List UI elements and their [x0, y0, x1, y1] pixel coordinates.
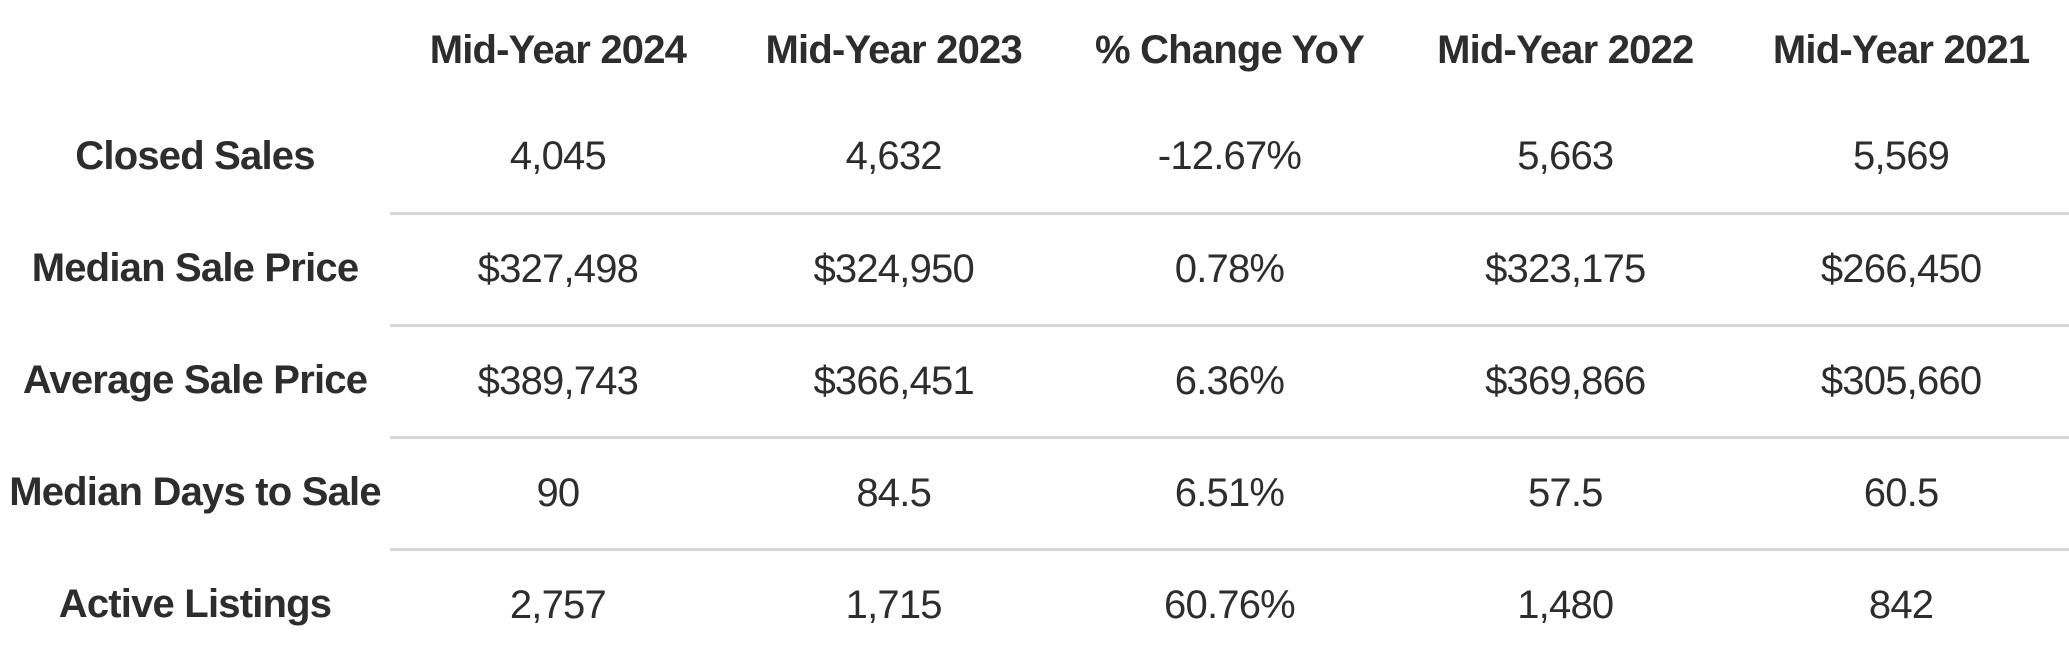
table-cell: 4,632 — [845, 133, 943, 178]
table-cell: $266,450 — [1733, 212, 2069, 324]
row-label-median-days-to-sale: Median Days to Sale — [9, 469, 381, 514]
table-row-closed-sales: Closed Sales 4,045 4,632 -12.67% 5,663 5… — [0, 100, 2069, 212]
table-cell: 5,663 — [1517, 133, 1614, 178]
table-cell: 60.5 — [1733, 436, 2069, 548]
table-cell: $366,451 — [725, 324, 1062, 436]
table-cell: 5,569 — [1853, 133, 1950, 178]
table-cell: 84.5 — [725, 436, 1062, 548]
table-cell: $305,660 — [1733, 324, 2069, 436]
row-label-median-sale-price: Median Sale Price — [31, 245, 359, 290]
table-cell: 1,715 — [725, 548, 1062, 660]
table-cell: 57.5 — [1397, 436, 1734, 548]
table-cell: $327,498 — [390, 212, 726, 324]
table-row-median-sale-price: Median Sale Price $327,498 $324,950 0.78… — [0, 212, 2069, 324]
table-cell: 60.76% — [1061, 548, 1398, 660]
table-row-active-listings: Active Listings 2,757 1,715 60.76% 1,480… — [0, 548, 2069, 660]
column-header-pct-change-yoy: % Change YoY — [1095, 27, 1365, 72]
table-cell: 90 — [390, 436, 726, 548]
row-label-active-listings: Active Listings — [58, 581, 332, 626]
table-cell: 6.36% — [1061, 324, 1398, 436]
row-label-average-sale-price: Average Sale Price — [22, 357, 368, 402]
table-cell: -12.67% — [1157, 133, 1302, 178]
table-row-median-days-to-sale: Median Days to Sale 90 84.5 6.51% 57.5 6… — [0, 436, 2069, 548]
table-cell: 4,045 — [509, 133, 607, 178]
table-cell: $369,866 — [1397, 324, 1734, 436]
table-header-row: Mid-Year 2024 Mid-Year 2023 % Change YoY… — [0, 0, 2069, 100]
table-cell: 6.51% — [1061, 436, 1398, 548]
table-cell: $323,175 — [1397, 212, 1734, 324]
column-header-mid-year-2022: Mid-Year 2022 — [1437, 27, 1694, 72]
table-row-average-sale-price: Average Sale Price $389,743 $366,451 6.3… — [0, 324, 2069, 436]
corner-cell — [0, 0, 390, 100]
table-cell: 1,480 — [1397, 548, 1734, 660]
table-cell: 0.78% — [1061, 212, 1398, 324]
table-cell: $389,743 — [390, 324, 726, 436]
table-cell: $324,950 — [725, 212, 1062, 324]
column-header-mid-year-2021: Mid-Year 2021 — [1772, 27, 2030, 72]
table-cell: 2,757 — [390, 548, 726, 660]
column-header-mid-year-2024: Mid-Year 2024 — [429, 27, 687, 72]
table-cell: 842 — [1733, 548, 2069, 660]
column-header-mid-year-2023: Mid-Year 2023 — [765, 27, 1022, 72]
row-label-closed-sales: Closed Sales — [75, 133, 315, 178]
